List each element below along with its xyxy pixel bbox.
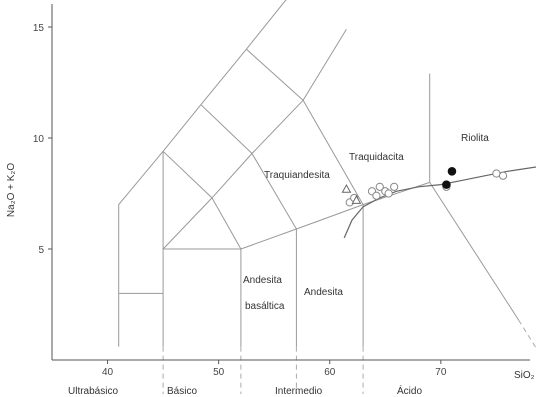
field-boundary bbox=[162, 248, 241, 347]
class-label-acido: Ácido bbox=[397, 384, 422, 397]
data-point-open-circle bbox=[375, 182, 384, 191]
x-tick-label: 50 bbox=[213, 367, 225, 378]
field-boundary bbox=[200, 104, 253, 154]
field-label-traquidacita: Traquidacita bbox=[349, 152, 404, 163]
x-axis-label: SiO₂ bbox=[514, 370, 535, 381]
data-point-open-circle bbox=[492, 169, 501, 178]
field-label-traquiandesita: Traquiandesita bbox=[264, 170, 330, 181]
class-label-intermedio: Intermedio bbox=[275, 386, 323, 397]
field-label-andesita-basaltica-1: Andesita bbox=[243, 275, 282, 286]
data-point-open-circle bbox=[384, 189, 393, 198]
data-point-open-triangle bbox=[351, 195, 362, 204]
class-label-ultrabasico: Ultrabásico bbox=[68, 386, 118, 397]
field-label-andesita-basaltica-2: basáltica bbox=[245, 301, 285, 312]
y-tick-label: 5 bbox=[38, 245, 44, 256]
field-boundary-dashed bbox=[518, 319, 536, 349]
alkaline-curve bbox=[343, 166, 536, 239]
field-boundary bbox=[211, 197, 242, 250]
x-tick-label: 60 bbox=[324, 367, 336, 378]
class-label-basico: Básico bbox=[167, 386, 197, 397]
field-boundary bbox=[118, 0, 287, 347]
field-boundary bbox=[302, 100, 364, 205]
y-tick-label: 15 bbox=[33, 23, 45, 34]
y-tick-label: 10 bbox=[33, 134, 45, 145]
field-boundary bbox=[251, 153, 297, 230]
field-label-andesita: Andesita bbox=[304, 287, 343, 298]
field-boundary bbox=[302, 28, 347, 101]
data-point-open-triangle bbox=[341, 184, 352, 193]
field-boundary bbox=[162, 99, 304, 250]
data-point-open-circle bbox=[498, 171, 508, 180]
field-boundary bbox=[246, 48, 304, 101]
x-tick-label: 70 bbox=[435, 367, 447, 378]
field-label-riolita: Riolita bbox=[461, 133, 489, 144]
data-point-filled-circle bbox=[442, 180, 451, 189]
data-point-open-circle bbox=[390, 182, 399, 191]
data-point-open-circle bbox=[372, 191, 381, 200]
field-boundary bbox=[429, 182, 520, 321]
field-boundary bbox=[240, 181, 430, 347]
data-point-filled-circle bbox=[447, 167, 457, 176]
x-tick-label: 40 bbox=[102, 367, 114, 378]
y-axis-label: Na₂O + K₂O bbox=[6, 163, 17, 217]
field-boundary bbox=[162, 150, 213, 199]
